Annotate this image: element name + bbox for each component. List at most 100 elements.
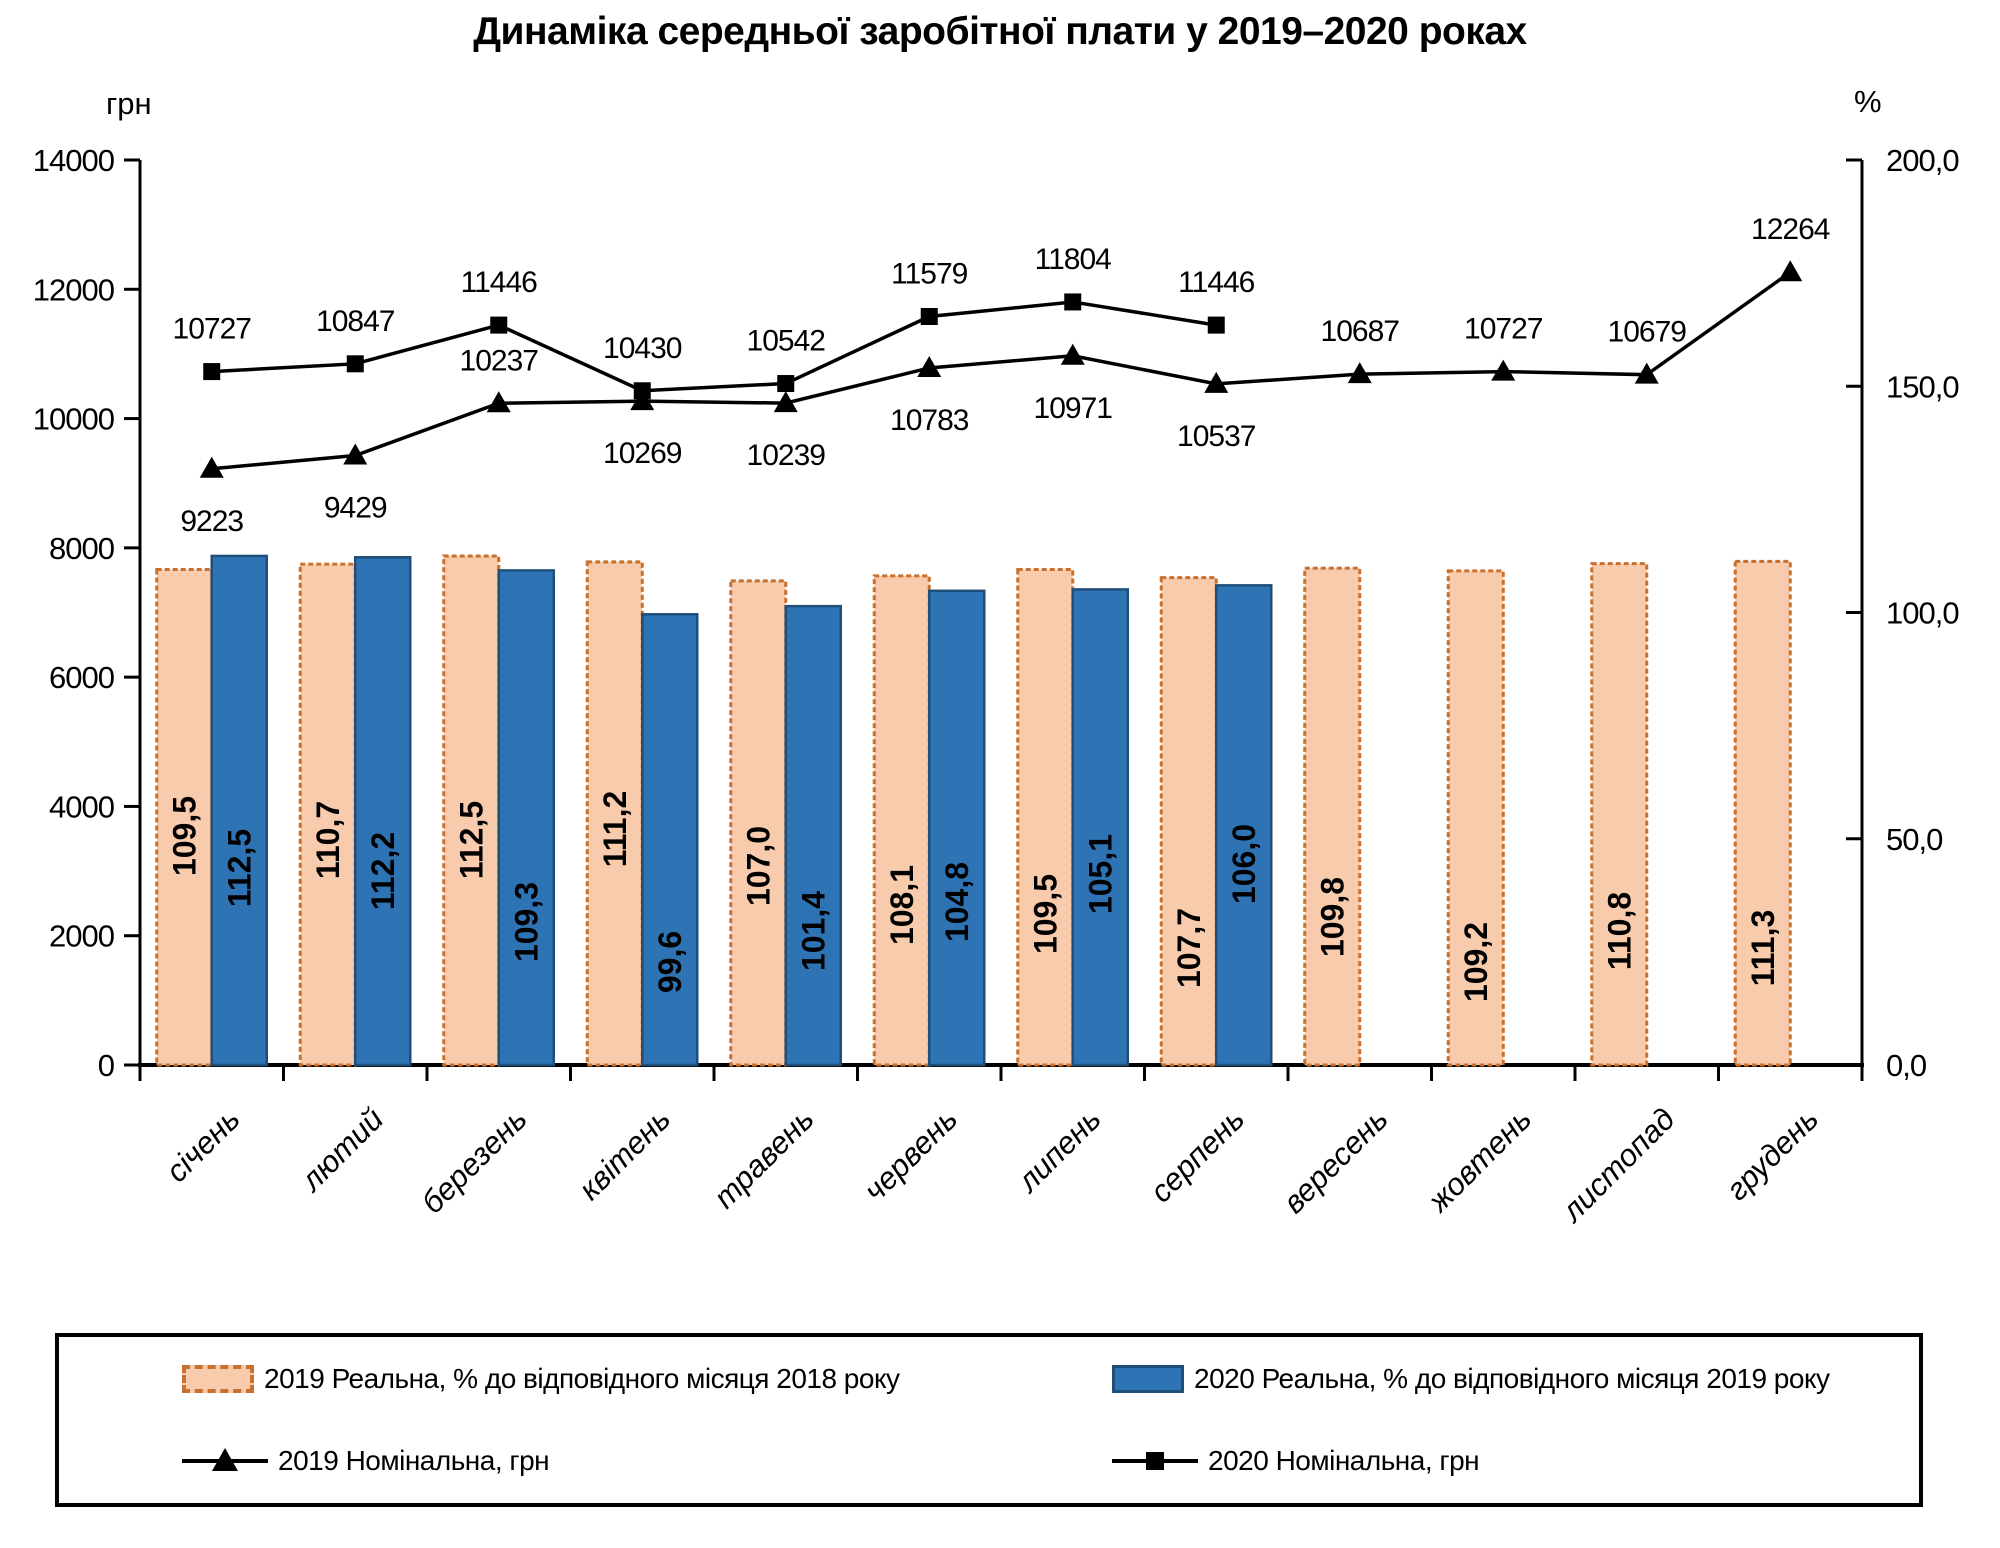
bar-value-label-2019: 110,8 xyxy=(1601,892,1637,970)
bar-value-label-2019: 109,2 xyxy=(1458,922,1494,1002)
marker-triangle xyxy=(630,389,655,411)
left-axis-tick-label: 10000 xyxy=(33,402,115,437)
x-axis-label: серпень xyxy=(1143,1101,1251,1209)
point-label-2020-nominal: 11446 xyxy=(1178,266,1255,299)
bar-value-label-2019: 108,1 xyxy=(884,865,920,945)
x-axis-label: лютий xyxy=(293,1101,391,1199)
marker-triangle xyxy=(343,443,368,465)
left-axis-tick-label: 4000 xyxy=(49,789,115,824)
legend-item-2020-nominal: 2020 Номінальна, грн xyxy=(1112,1443,1480,1479)
marker-triangle xyxy=(1060,343,1085,365)
bar-value-label-2020: 109,3 xyxy=(508,882,544,962)
point-label-2019-nominal: 10269 xyxy=(603,437,682,470)
point-label-2020-nominal: 11804 xyxy=(1035,243,1112,276)
bar-value-label-2019: 112,5 xyxy=(453,801,489,879)
marker-square xyxy=(1064,293,1082,311)
point-label-2020-nominal: 10430 xyxy=(603,332,682,365)
marker-square xyxy=(203,363,221,381)
legend-item-2019-real: 2019 Реальна, % до відповідного місяця 2… xyxy=(182,1363,900,1395)
x-axis-label: жовтень xyxy=(1420,1101,1539,1220)
point-label-2019-nominal: 10239 xyxy=(747,439,826,472)
marker-triangle xyxy=(773,391,798,413)
bar-value-label-2020: 101,4 xyxy=(795,891,831,971)
legend-item-2020-real: 2020 Реальна, % до відповідного місяця 2… xyxy=(1112,1363,1830,1395)
point-label-2019-nominal: 12264 xyxy=(1751,213,1830,246)
bar-2019-real xyxy=(1303,566,1362,1067)
left-axis-tick-label: 14000 xyxy=(33,143,115,178)
bar-2020-real xyxy=(354,556,412,1067)
point-label-2019-nominal: 10679 xyxy=(1608,316,1687,349)
point-label-2019-nominal: 10687 xyxy=(1321,315,1400,348)
marker-triangle xyxy=(1347,362,1372,384)
bar-2019-real xyxy=(1446,569,1505,1067)
point-label-2019-nominal: 9429 xyxy=(324,491,387,524)
marker-triangle xyxy=(199,456,224,478)
point-label-2019-nominal: 10237 xyxy=(460,344,539,377)
marker-triangle xyxy=(1634,362,1659,384)
marker-square xyxy=(633,382,651,400)
bar-value-label-2020: 112,5 xyxy=(221,829,257,907)
x-axis-label: червень xyxy=(857,1101,964,1208)
bar-value-label-2019: 109,8 xyxy=(1314,877,1350,957)
legend-marker-2019-nominal-triangle-line xyxy=(182,1448,268,1471)
right-axis-tick-label: 100,0 xyxy=(1886,596,1959,631)
bar-2019-real xyxy=(1733,559,1792,1067)
bar-2020-real xyxy=(928,589,986,1067)
line-2020-nominal xyxy=(211,300,1217,393)
bar-2020-real xyxy=(641,613,699,1067)
legend-label-2020-real: 2020 Реальна, % до відповідного місяця 2… xyxy=(1194,1363,1830,1394)
bar-2019-real xyxy=(1159,576,1218,1067)
line-2019-nominal xyxy=(211,270,1792,471)
point-label-2019-nominal: 9223 xyxy=(180,505,243,538)
bar-value-label-2019: 111,3 xyxy=(1745,910,1781,987)
legend-label-2019-nominal: 2019 Номінальна, грн xyxy=(278,1445,550,1476)
x-axis-label: січень xyxy=(159,1101,247,1189)
x-axis-label: листопад xyxy=(1553,1101,1681,1229)
marker-square xyxy=(920,308,938,326)
x-axis-label: березень xyxy=(415,1101,534,1220)
bar-2019-real xyxy=(155,568,214,1067)
left-axis-unit-label: грн xyxy=(106,86,152,121)
bar-value-label-2019: 109,5 xyxy=(166,796,202,876)
marker-square xyxy=(490,316,508,334)
legend-label-2020-nominal: 2020 Номінальна, грн xyxy=(1208,1445,1480,1476)
point-label-2019-nominal: 10971 xyxy=(1034,392,1113,425)
legend-marker-2020-nominal-square-line xyxy=(1112,1452,1198,1470)
legend-swatch-2020-real-bar xyxy=(1112,1365,1184,1393)
x-axis-label: вересень xyxy=(1276,1101,1395,1220)
marker-square xyxy=(346,355,364,373)
combo-chart: 0 2000 4000 6000 8000 10000 12000 14000 0,0 50,0 1… xyxy=(33,143,1961,1229)
right-axis-tick-label: 0,0 xyxy=(1886,1048,1927,1083)
bar-2020-real xyxy=(210,554,268,1067)
bar-value-label-2019: 110,7 xyxy=(310,801,346,879)
marker-triangle xyxy=(1204,371,1229,393)
point-label-2020-nominal: 10727 xyxy=(173,313,252,346)
point-label-2019-nominal: 10783 xyxy=(890,404,969,437)
x-axis-label: грудень xyxy=(1719,1101,1825,1207)
left-axis-tick-label: 2000 xyxy=(49,919,115,954)
bar-value-label-2019: 109,5 xyxy=(1027,874,1063,954)
x-axis-label: квітень xyxy=(572,1101,677,1206)
left-axis-tick-label: 8000 xyxy=(49,531,115,566)
bar-2019-real xyxy=(442,554,501,1067)
legend-item-2019-nominal: 2019 Номінальна, грн xyxy=(182,1443,550,1479)
marker-triangle xyxy=(917,355,942,377)
bar-2019-real xyxy=(585,560,644,1067)
marker-triangle xyxy=(486,391,511,413)
x-axis-label: травень xyxy=(707,1101,821,1215)
bar-2019-real xyxy=(1590,562,1649,1067)
bar-value-label-2019: 111,2 xyxy=(597,791,633,868)
bar-2019-real xyxy=(1016,568,1075,1067)
legend-box: 2019 Реальна, % до відповідного місяця 2… xyxy=(55,1333,1923,1507)
marker-triangle xyxy=(1491,359,1516,381)
x-axis-label: липень xyxy=(1009,1101,1108,1200)
marker-triangle xyxy=(1778,260,1803,282)
point-label-2020-nominal: 10847 xyxy=(316,305,395,338)
right-axis-tick-label: 50,0 xyxy=(1886,822,1943,857)
bar-2020-real xyxy=(1071,588,1129,1067)
bar-2020-real xyxy=(1215,584,1273,1067)
bar-value-label-2020: 112,2 xyxy=(365,832,401,910)
point-label-2020-nominal: 11446 xyxy=(461,266,538,299)
point-label-2019-nominal: 10727 xyxy=(1464,313,1543,346)
bar-2019-real xyxy=(729,579,788,1067)
